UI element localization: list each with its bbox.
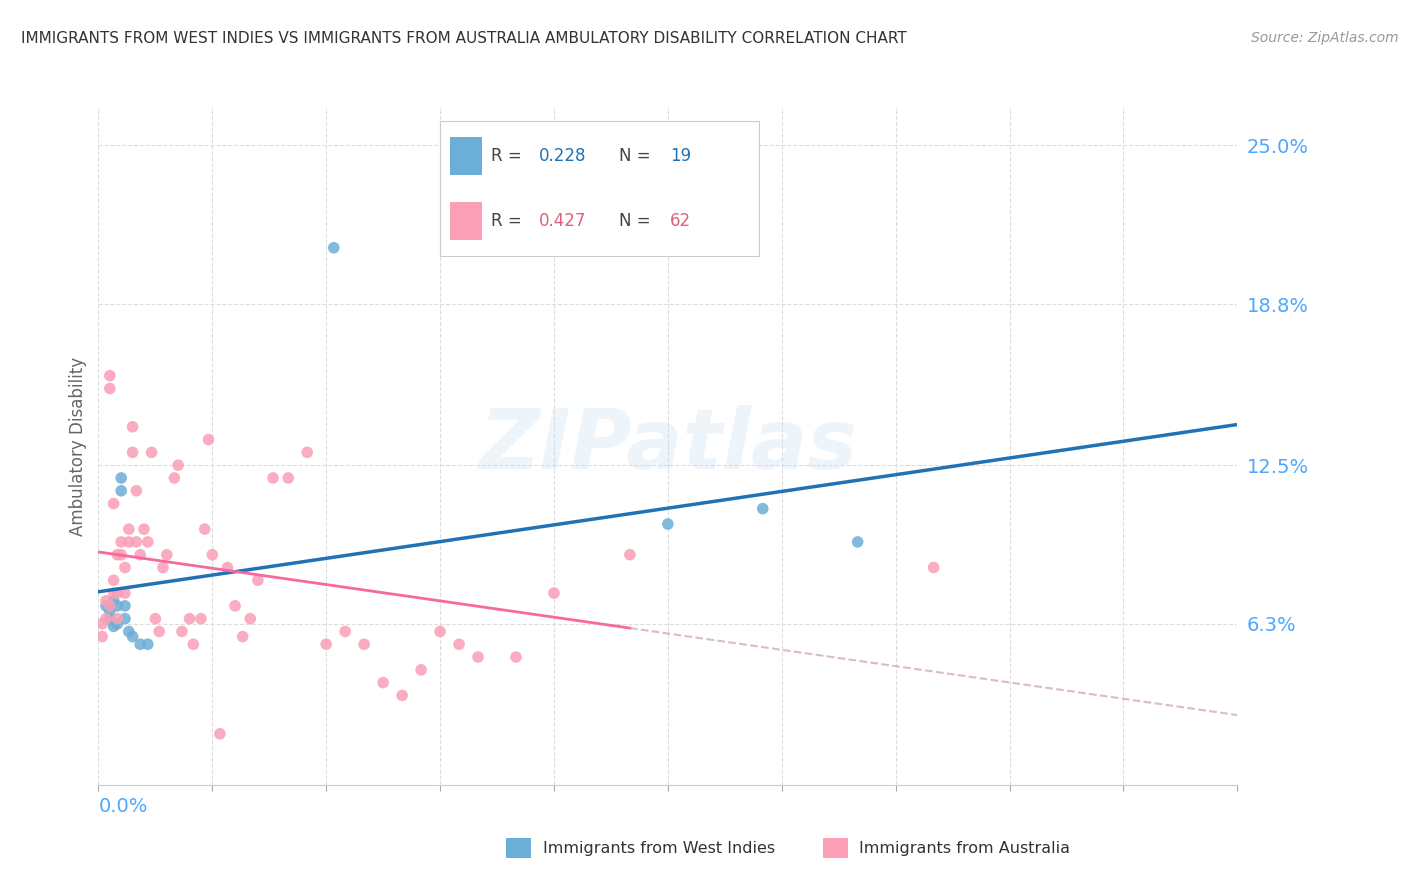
Point <box>129 637 152 651</box>
Point <box>619 548 641 562</box>
Point <box>110 535 132 549</box>
Point <box>129 548 152 562</box>
Point <box>118 624 141 639</box>
Point <box>110 471 132 485</box>
Point <box>201 548 224 562</box>
Point <box>141 445 163 459</box>
Point <box>322 241 344 255</box>
Point <box>505 650 527 665</box>
Point <box>239 612 262 626</box>
Point <box>107 586 129 600</box>
Point <box>170 624 193 639</box>
Point <box>335 624 357 639</box>
Point <box>543 586 565 600</box>
Point <box>103 586 125 600</box>
Point <box>107 616 129 631</box>
Point <box>107 612 129 626</box>
Point <box>246 574 269 588</box>
Point <box>98 604 121 618</box>
Point <box>194 522 217 536</box>
Point <box>167 458 190 473</box>
Point <box>125 483 148 498</box>
Point <box>449 637 471 651</box>
Point <box>145 612 167 626</box>
Point <box>208 727 231 741</box>
Point <box>217 560 239 574</box>
Point <box>224 599 246 613</box>
Point <box>922 560 945 574</box>
Point <box>752 501 775 516</box>
Text: ZIPatlas: ZIPatlas <box>479 406 856 486</box>
Point <box>190 612 212 626</box>
Point <box>136 535 159 549</box>
Point <box>197 433 219 447</box>
Point <box>132 522 155 536</box>
Point <box>657 516 679 531</box>
Point <box>118 535 141 549</box>
Point <box>114 586 136 600</box>
Point <box>110 483 132 498</box>
Text: 0.0%: 0.0% <box>98 797 148 816</box>
Text: Immigrants from Australia: Immigrants from Australia <box>859 841 1070 855</box>
Point <box>98 368 121 383</box>
Point <box>467 650 489 665</box>
Point <box>103 594 125 608</box>
Text: Source: ZipAtlas.com: Source: ZipAtlas.com <box>1251 31 1399 45</box>
Point <box>121 630 143 644</box>
Text: IMMIGRANTS FROM WEST INDIES VS IMMIGRANTS FROM AUSTRALIA AMBULATORY DISABILITY C: IMMIGRANTS FROM WEST INDIES VS IMMIGRANT… <box>21 31 907 46</box>
Point <box>232 630 254 644</box>
Point <box>163 471 186 485</box>
Point <box>118 522 141 536</box>
Point <box>94 612 117 626</box>
Point <box>110 548 132 562</box>
Point <box>315 637 337 651</box>
Point <box>297 445 319 459</box>
Point <box>107 548 129 562</box>
Point <box>152 560 174 574</box>
Point <box>107 599 129 613</box>
Point <box>121 419 143 434</box>
Point <box>262 471 284 485</box>
Point <box>846 535 869 549</box>
Text: Immigrants from West Indies: Immigrants from West Indies <box>543 841 775 855</box>
Point <box>91 630 114 644</box>
Point <box>353 637 375 651</box>
Point <box>156 548 179 562</box>
Point <box>94 594 117 608</box>
Point <box>277 471 299 485</box>
Point <box>98 612 121 626</box>
Point <box>114 612 136 626</box>
Point <box>136 637 159 651</box>
Point <box>98 381 121 395</box>
Point <box>391 689 413 703</box>
Point <box>94 599 117 613</box>
Point <box>371 675 394 690</box>
Point <box>98 599 121 613</box>
Point <box>103 574 125 588</box>
Point <box>114 599 136 613</box>
Point <box>91 616 114 631</box>
Point <box>429 624 451 639</box>
Point <box>125 535 148 549</box>
Point <box>411 663 433 677</box>
Point <box>148 624 170 639</box>
Y-axis label: Ambulatory Disability: Ambulatory Disability <box>69 357 87 535</box>
Point <box>103 619 125 633</box>
Point <box>183 637 205 651</box>
Point <box>179 612 201 626</box>
Point <box>121 445 143 459</box>
Point <box>103 497 125 511</box>
Point <box>114 560 136 574</box>
